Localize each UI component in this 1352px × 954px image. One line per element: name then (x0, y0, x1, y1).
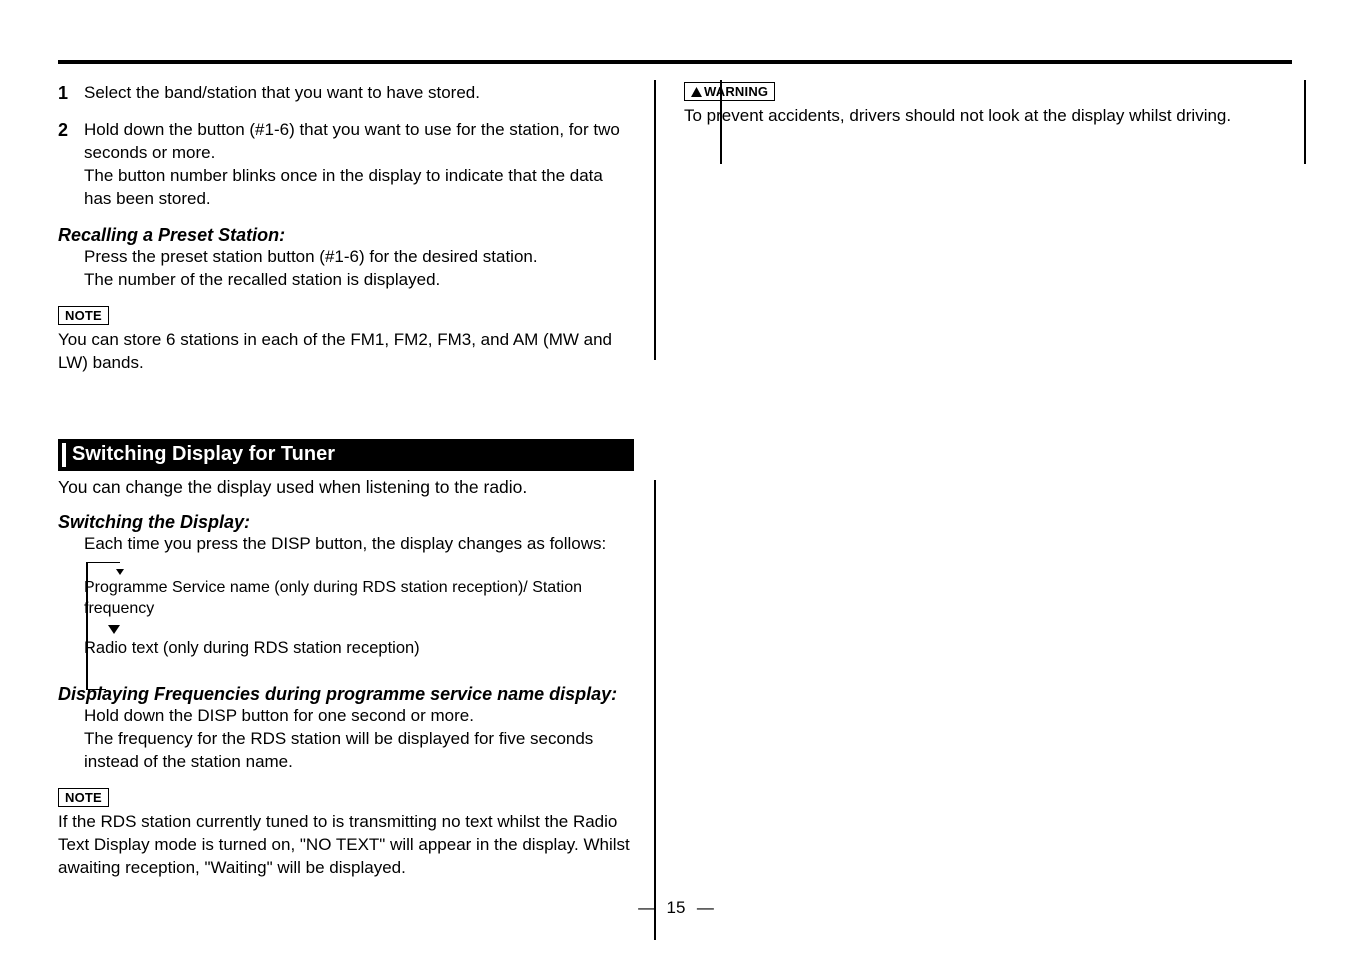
note-label-2: NOTE (58, 788, 109, 807)
page-number: — 15 — (0, 898, 1352, 918)
page-dash-left: — (638, 898, 655, 917)
column-divider-upper (654, 80, 656, 360)
freq-text: Hold down the DISP button for one second… (84, 705, 634, 774)
page-number-value: 15 (667, 898, 686, 917)
section-intro: You can change the display used when lis… (58, 477, 634, 498)
step-text: Select the band/station that you want to… (84, 82, 480, 105)
switching-heading: Switching the Display: (58, 512, 634, 533)
flow-item-1: Programme Service name (only during RDS … (84, 578, 634, 620)
flow-bracket-top (86, 562, 120, 574)
top-rule (58, 60, 1292, 64)
section-heading-switching-display: Switching Display for Tuner (58, 439, 634, 471)
note-text: You can store 6 stations in each of the … (58, 329, 634, 375)
flow-bracket-left (86, 562, 88, 690)
step-text: Hold down the button (#1-6) that you wan… (84, 119, 634, 211)
step-1: 1 Select the band/station that you want … (58, 82, 634, 105)
column-divider-lower (654, 480, 656, 940)
flow-arrow-down-icon (108, 625, 120, 634)
switching-text: Each time you press the DISP button, the… (84, 533, 634, 556)
warning-label-text: WARNING (704, 84, 768, 99)
step-2: 2 Hold down the button (#1-6) that you w… (58, 119, 634, 211)
warning-label: WARNING (684, 82, 775, 101)
step-text-a: Hold down the button (#1-6) that you wan… (84, 120, 620, 162)
step-number: 2 (58, 119, 84, 211)
step-text-b: The button number blinks once in the dis… (84, 166, 603, 208)
recall-text: Press the preset station button (#1-6) f… (84, 246, 634, 292)
warning-triangle-icon (691, 87, 702, 97)
display-flow: Programme Service name (only during RDS … (84, 564, 634, 670)
note-label: NOTE (58, 306, 109, 325)
step-number: 1 (58, 82, 84, 105)
warning-text: To prevent accidents, drivers should not… (684, 105, 1292, 128)
freq-heading: Displaying Frequencies during programme … (58, 684, 634, 705)
right-column: WARNING To prevent accidents, drivers sh… (668, 82, 1292, 128)
page-dash-right: — (697, 898, 714, 917)
flow-item-2: Radio text (only during RDS station rece… (84, 638, 634, 659)
recall-line1: Press the preset station button (#1-6) f… (84, 247, 538, 266)
recall-heading: Recalling a Preset Station: (58, 225, 634, 246)
left-column: 1 Select the band/station that you want … (58, 82, 634, 879)
recall-line2: The number of the recalled station is di… (84, 270, 440, 289)
freq-line2: The frequency for the RDS station will b… (84, 729, 593, 771)
warning-right-rule (1304, 80, 1306, 164)
note-text-2: If the RDS station currently tuned to is… (58, 811, 634, 880)
flow-bracket-bottom (86, 688, 106, 690)
freq-line1: Hold down the DISP button for one second… (84, 706, 474, 725)
